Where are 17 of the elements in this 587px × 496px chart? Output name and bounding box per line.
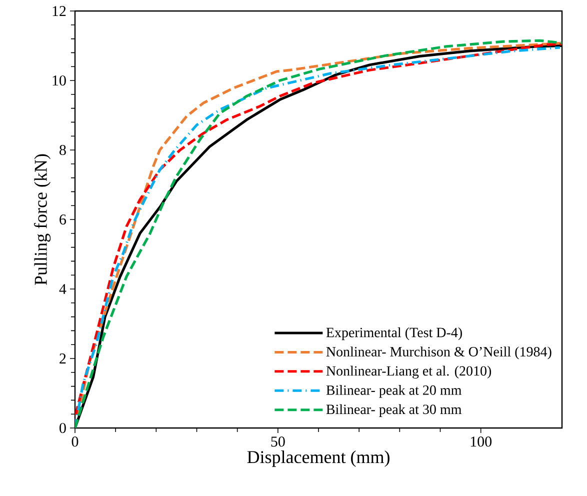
y-axis-title: Pulling force (kN)	[34, 154, 51, 285]
legend-label: Bilinear- peak at 30 mm	[326, 404, 462, 417]
y-tick-label: 2	[60, 354, 66, 364]
x-tick-label: 0	[72, 436, 78, 447]
x-axis-title: Displacement (mm)	[247, 450, 390, 467]
y-tick-label: 0	[60, 422, 66, 434]
y-tick-label: 12	[52, 6, 66, 16]
legend-label: Experimental (Test D-4)	[326, 327, 462, 340]
y-tick-label: 8	[60, 144, 66, 156]
y-tick-label: 4	[59, 284, 66, 294]
y-tick-label: 6	[60, 214, 66, 225]
x-tick-label: 100	[470, 436, 492, 447]
legend-label: Nonlinear- Murchison & O’Neill (1984)	[326, 346, 552, 360]
y-tick-label: 10	[52, 75, 66, 86]
legend-label: Nonlinear-Liang et al. (2010)	[326, 366, 492, 379]
legend-label: Bilinear- peak at 20 mm	[326, 385, 462, 398]
x-tick-label: 50	[271, 436, 285, 447]
